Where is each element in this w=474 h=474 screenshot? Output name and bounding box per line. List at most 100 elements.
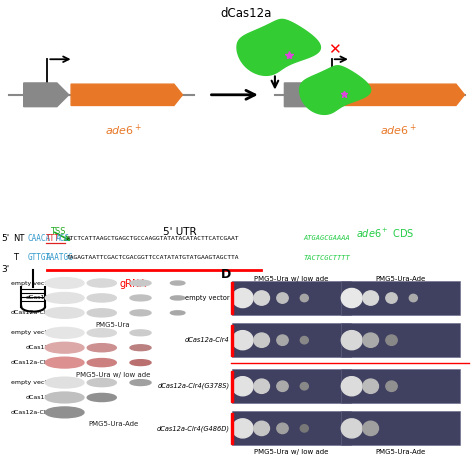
Text: ✕: ✕	[328, 42, 340, 57]
Text: ATGAGCGAAAA: ATGAGCGAAAA	[303, 235, 350, 241]
Text: empty vector: empty vector	[11, 330, 53, 335]
Text: AAATGG: AAATGG	[46, 253, 74, 262]
Circle shape	[254, 333, 269, 347]
Text: PMG5-Ura w/ low ade: PMG5-Ura w/ low ade	[255, 449, 328, 455]
Circle shape	[341, 331, 362, 350]
Circle shape	[87, 294, 116, 302]
Circle shape	[87, 309, 116, 317]
Text: dCas12a: dCas12a	[26, 295, 53, 301]
Circle shape	[45, 328, 84, 338]
Circle shape	[301, 294, 308, 302]
Circle shape	[87, 379, 116, 387]
Circle shape	[45, 377, 84, 388]
Polygon shape	[284, 83, 329, 107]
Text: CAACA: CAACA	[27, 234, 51, 243]
Circle shape	[87, 358, 116, 367]
Circle shape	[170, 281, 185, 285]
Circle shape	[87, 344, 116, 352]
Circle shape	[386, 381, 397, 392]
Text: empty vector: empty vector	[11, 380, 53, 385]
Text: D: D	[220, 268, 231, 281]
Text: TTT: TTT	[46, 234, 60, 243]
Circle shape	[277, 381, 288, 392]
Circle shape	[45, 278, 84, 289]
Text: 5': 5'	[1, 234, 9, 243]
Circle shape	[170, 311, 185, 315]
Bar	[231, 371, 233, 402]
Polygon shape	[24, 83, 69, 107]
Text: dCas12a-Clr4: dCas12a-Clr4	[11, 310, 53, 315]
Text: ACC: ACC	[56, 234, 70, 243]
Bar	[232, 411, 351, 446]
Text: 3': 3'	[1, 265, 9, 274]
Text: TAGAGTAATTCGACTCGACGGTTCCATATATGTATGAAGTAGCTTA: TAGAGTAATTCGACTCGACGGTTCCATATATGTATGAAGT…	[67, 255, 240, 260]
Text: PMG5-Ura w/ low ade: PMG5-Ura w/ low ade	[76, 372, 150, 378]
Bar	[341, 411, 460, 446]
Text: PMG5-Ura-Ade: PMG5-Ura-Ade	[375, 449, 426, 455]
Circle shape	[45, 407, 84, 418]
Text: PMG5-Ura-Ade: PMG5-Ura-Ade	[88, 421, 138, 428]
Text: TSS: TSS	[50, 227, 65, 236]
Text: GTTGT: GTTGT	[27, 253, 51, 262]
Circle shape	[363, 333, 378, 347]
FancyArrow shape	[71, 84, 182, 106]
Text: dCas12a: dCas12a	[26, 395, 53, 400]
Text: PMG5-Ura-Ade: PMG5-Ura-Ade	[375, 276, 426, 283]
Circle shape	[363, 421, 378, 436]
Circle shape	[301, 337, 308, 344]
Circle shape	[130, 280, 151, 286]
Circle shape	[130, 345, 151, 351]
Circle shape	[87, 393, 116, 401]
Text: dCas12a-Clr4: dCas12a-Clr4	[11, 360, 53, 365]
Circle shape	[301, 383, 308, 390]
Circle shape	[130, 295, 151, 301]
Circle shape	[45, 342, 84, 353]
Circle shape	[87, 279, 116, 287]
Circle shape	[341, 377, 362, 396]
Text: $\mathit{ade6^+}$: $\mathit{ade6^+}$	[380, 122, 417, 137]
Circle shape	[232, 331, 253, 350]
Text: PMG5-Ura: PMG5-Ura	[96, 322, 130, 328]
Polygon shape	[300, 66, 371, 114]
Bar	[341, 369, 460, 403]
Text: dCas12a-Clr4: dCas12a-Clr4	[185, 337, 230, 343]
Circle shape	[254, 379, 269, 393]
Bar	[232, 369, 351, 403]
Text: empty vector: empty vector	[185, 295, 230, 301]
Bar	[341, 281, 460, 315]
Circle shape	[301, 425, 308, 432]
Circle shape	[87, 329, 116, 337]
Circle shape	[341, 289, 362, 308]
Text: $\mathit{ade6^+}$: $\mathit{ade6^+}$	[105, 122, 142, 137]
Text: gRNA: gRNA	[119, 279, 146, 289]
Circle shape	[232, 289, 253, 308]
Circle shape	[363, 291, 378, 305]
Circle shape	[45, 357, 84, 368]
Text: $\mathit{ade6^+}$ CDS: $\mathit{ade6^+}$ CDS	[356, 227, 414, 240]
Bar	[231, 283, 233, 314]
Text: empty vector: empty vector	[11, 281, 53, 285]
Circle shape	[130, 360, 151, 365]
Circle shape	[386, 335, 397, 346]
Circle shape	[386, 293, 397, 303]
Circle shape	[277, 335, 288, 346]
Circle shape	[130, 310, 151, 316]
Circle shape	[130, 330, 151, 336]
Circle shape	[363, 379, 378, 393]
Text: 5' UTR: 5' UTR	[164, 227, 197, 237]
Circle shape	[409, 294, 417, 302]
Bar	[232, 281, 351, 315]
Circle shape	[232, 419, 253, 438]
Text: ATCTCATTAAGCTGAGCTGCCAAGGTATATACATACTTCATCGAAT: ATCTCATTAAGCTGAGCTGCCAAGGTATATACATACTTCA…	[67, 236, 240, 241]
Text: NT: NT	[13, 234, 25, 243]
Bar	[341, 323, 460, 357]
Polygon shape	[237, 19, 320, 75]
Circle shape	[45, 292, 84, 303]
Text: dCas12a: dCas12a	[26, 345, 53, 350]
Text: dCas12a-Clr4: dCas12a-Clr4	[11, 410, 53, 415]
Circle shape	[277, 423, 288, 434]
Text: dCas12a: dCas12a	[221, 7, 272, 20]
Circle shape	[341, 419, 362, 438]
Bar	[231, 325, 233, 356]
Text: PMG5-Ura w/ low ade: PMG5-Ura w/ low ade	[255, 276, 328, 283]
